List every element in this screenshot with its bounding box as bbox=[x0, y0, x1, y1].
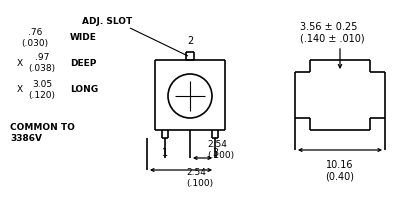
Text: COMMON TO
3386V: COMMON TO 3386V bbox=[10, 123, 75, 143]
Text: 2: 2 bbox=[187, 36, 193, 46]
Text: 2.54
(.100): 2.54 (.100) bbox=[208, 140, 235, 160]
Text: WIDE: WIDE bbox=[70, 34, 97, 43]
Text: LONG: LONG bbox=[70, 85, 98, 94]
Text: 2.54
(.100): 2.54 (.100) bbox=[186, 168, 213, 188]
Text: X: X bbox=[17, 85, 23, 94]
Text: .97
(.038): .97 (.038) bbox=[28, 53, 56, 73]
Text: 3: 3 bbox=[212, 148, 218, 158]
Text: 10.16
(0.40): 10.16 (0.40) bbox=[326, 160, 354, 182]
Text: 1: 1 bbox=[162, 148, 168, 158]
Text: ADJ. SLOT: ADJ. SLOT bbox=[82, 17, 132, 27]
Text: 3.05
(.120): 3.05 (.120) bbox=[28, 80, 56, 100]
Text: X: X bbox=[17, 58, 23, 68]
Text: 3.56 ± 0.25
(.140 ± .010): 3.56 ± 0.25 (.140 ± .010) bbox=[300, 22, 365, 44]
Text: DEEP: DEEP bbox=[70, 58, 96, 68]
Text: .76
(.030): .76 (.030) bbox=[22, 28, 48, 48]
